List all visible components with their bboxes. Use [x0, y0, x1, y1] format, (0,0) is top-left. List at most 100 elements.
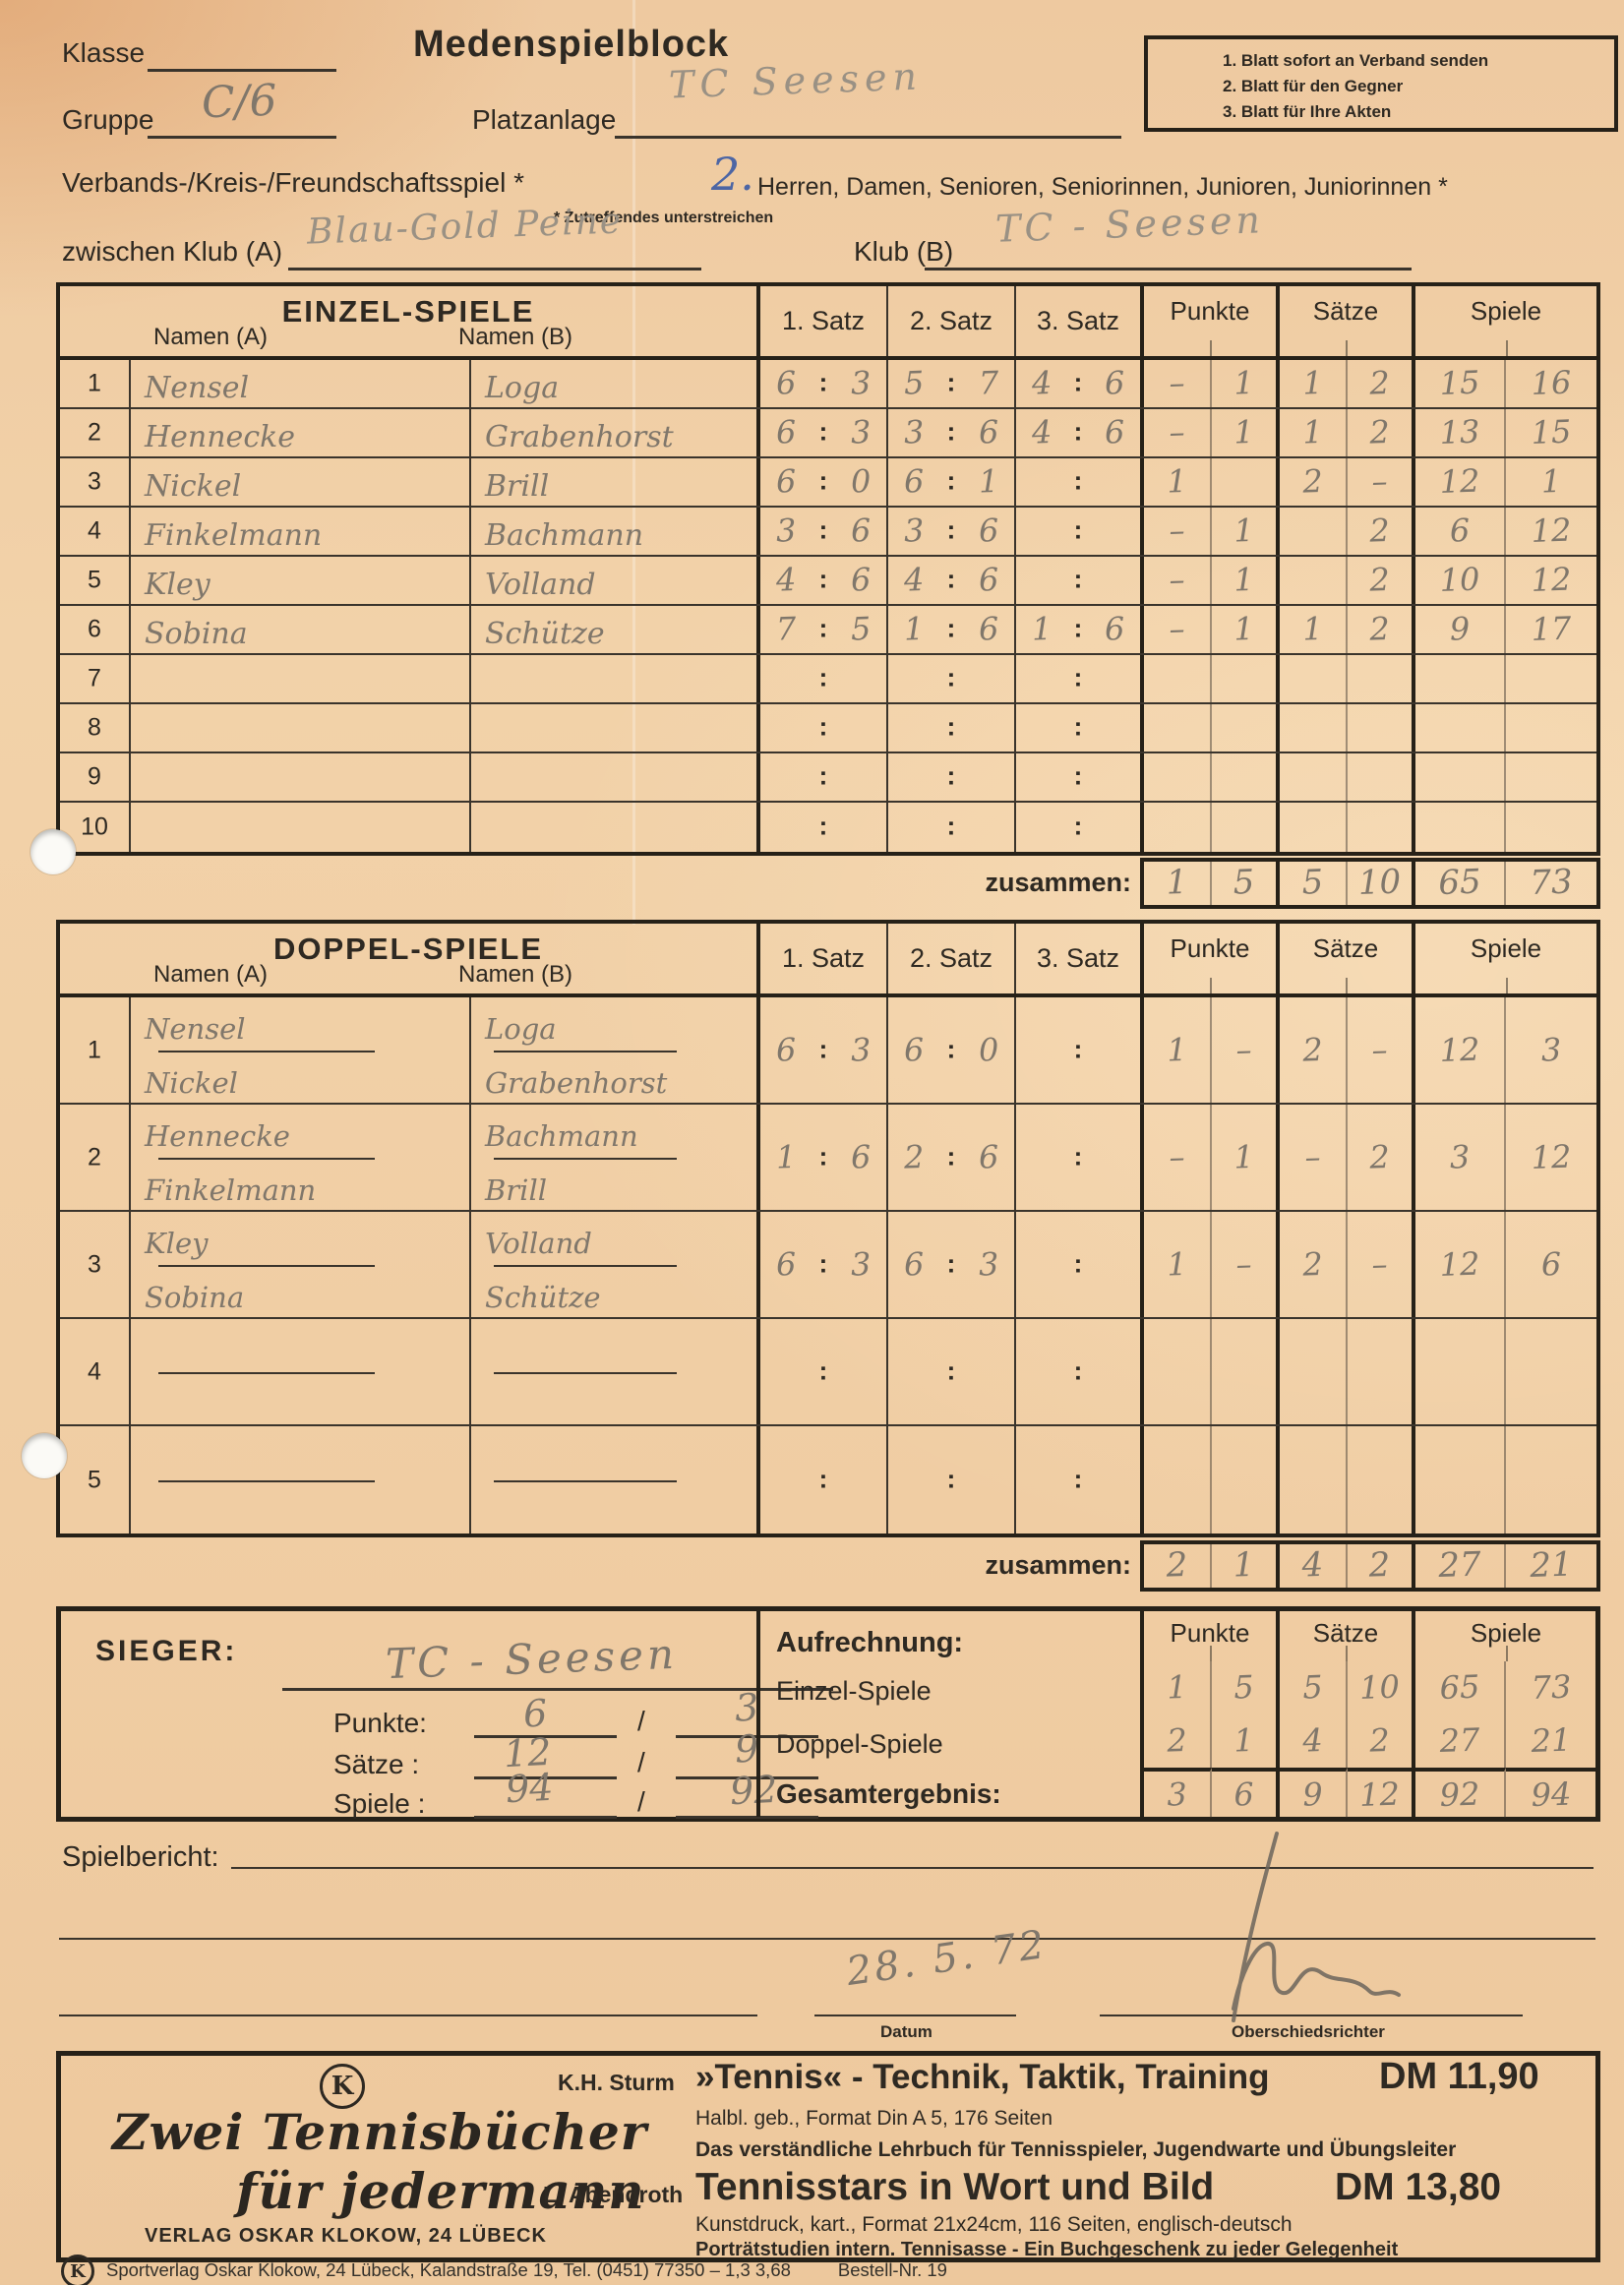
satz2-header: 2. Satz [888, 924, 1016, 993]
name-a-cell [131, 1426, 471, 1533]
klub-b-line [925, 228, 1412, 271]
spiele-a-cell: 92 [1415, 1768, 1506, 1818]
oberschiedsrichter-line [1100, 1977, 1523, 2016]
write-line [157, 1479, 375, 1482]
aufrechnung-gesamt-label: Gesamtergebnis: [776, 1778, 1001, 1809]
name-b-cell [471, 1319, 760, 1424]
saetze-b-cell [1348, 753, 1415, 801]
sieger-box: SIEGER: TC - Seesen Punkte: 6 / 3 Sätze … [56, 1606, 1600, 1822]
einzel-zusammen-grid: 1 5 5 10 65 73 [1140, 858, 1600, 909]
saetze-b-cell: 2 [1348, 606, 1415, 653]
write-line [494, 1479, 677, 1482]
spiele-a-cell [1415, 1319, 1506, 1424]
write-line [494, 1371, 677, 1374]
write-line [494, 1264, 677, 1267]
saetze-a-cell [1280, 803, 1348, 852]
doppel-zusammen-grid: 2 1 4 2 27 21 [1140, 1540, 1600, 1592]
satz2-cell: : [888, 655, 1016, 702]
name-a-cell [131, 704, 471, 752]
saetze-a-cell [1280, 704, 1348, 752]
row-number-cell: 2 [60, 409, 131, 456]
name-b-cell: Volland [471, 557, 760, 604]
saetze-a-cell [1280, 1426, 1348, 1533]
spiele-b-cell: 21 [1530, 1720, 1573, 1760]
name-a-cell [131, 1319, 471, 1424]
doppel-table-header: DOPPEL-SPIELE Namen (A) Namen (B) 1. Sat… [60, 924, 1596, 997]
name-b-cell [471, 1426, 760, 1533]
sieger-spiele-label: Spiele : [333, 1788, 426, 1819]
footer-imprint: Sportverlag Oskar Klokow, 24 Lübeck, Kal… [106, 2259, 947, 2281]
write-line [494, 1050, 677, 1052]
name-b-cell: Bachmann [471, 508, 760, 555]
saetze-b-cell: 12 [1348, 1768, 1415, 1818]
satz3-cell: : [1016, 458, 1144, 506]
row-number-cell: 8 [60, 704, 131, 752]
satz3-cell: : [1016, 997, 1144, 1103]
saetze-a-cell: 9 [1280, 1768, 1348, 1818]
row-number-cell: 10 [60, 803, 131, 852]
spiele-b-cell [1506, 803, 1596, 852]
satz2-cell: : [888, 803, 1016, 852]
doppel-title: DOPPEL-SPIELE [272, 932, 544, 966]
row-number-cell: 1 [60, 360, 131, 407]
sieger-spiele-a: 94 [504, 1765, 555, 1812]
punkte-a-cell: 1 [1144, 1661, 1212, 1714]
saetze-a-cell: 1 [1280, 409, 1348, 456]
bestell-nr: Bestell-Nr. 19 [837, 2259, 947, 2280]
punkte-header: Punkte [1144, 924, 1280, 993]
punkte-b-cell [1212, 458, 1280, 506]
name-a-cell: Hennecke [131, 409, 471, 456]
saetze-a-cell [1280, 557, 1348, 604]
book2-author: L. Abendroth [543, 2182, 684, 2207]
name-a-cell: Hennecke Finkelmann [131, 1105, 471, 1210]
zusammen-saetze-b: 10 [1348, 862, 1415, 905]
spielbericht-line-1 [231, 1832, 1594, 1869]
punkte-b-cell: 1 [1212, 360, 1280, 407]
ad-script-line-2: für jedermann [236, 2162, 645, 2220]
satz3-cell: : [1016, 803, 1144, 852]
sieger-punkte-a: 6 [521, 1691, 549, 1736]
name-a-cell: Sobina [131, 606, 471, 653]
name-b-cell: Bachmann Brill [471, 1105, 760, 1210]
name-a-cell: Nickel [131, 458, 471, 506]
platzanlage-line [615, 98, 1121, 139]
datum-label: Datum [880, 2022, 932, 2041]
name-a-cell [131, 803, 471, 852]
punkte-b-cell: 5 [1212, 1661, 1280, 1714]
saetze-header: Sätze [1280, 1610, 1415, 1661]
punkte-b-cell [1212, 704, 1280, 752]
zusammen-saetze-a: 5 [1280, 862, 1348, 905]
saetze-a-cell: 4 [1280, 1714, 1348, 1768]
spiele-b-line [676, 1784, 818, 1819]
saetze-a-cell: 2 [1280, 997, 1348, 1103]
saetze-b-line [676, 1745, 818, 1779]
ad-script-line-1: Zwei Tennisbücher [112, 2103, 648, 2161]
spielbericht-label: Spielbericht: [62, 1841, 219, 1873]
punkte-b-cell: 1 [1212, 1714, 1280, 1768]
book2-price: DM 13,80 [1335, 2166, 1502, 2208]
saetze-b-cell: 2 [1348, 557, 1415, 604]
sieger-saetze-label: Sätze : [333, 1749, 420, 1779]
saetze-a-cell: – [1280, 1105, 1348, 1210]
spiele-b-cell: 6 [1540, 1244, 1562, 1284]
spiele-b-cell: 16 [1530, 363, 1573, 402]
punkte-a-cell [1144, 803, 1212, 852]
punkte-b-cell [1212, 753, 1280, 801]
name-a-cell: Kley Sobina [131, 1212, 471, 1317]
saetze-a-cell [1280, 753, 1348, 801]
publisher-logo-icon: K [320, 2064, 365, 2109]
spiele-b-cell [1506, 1426, 1596, 1533]
klub-a-line [288, 228, 701, 271]
satz1-cell: : [760, 803, 888, 852]
saetze-b-cell: 2 [1348, 1105, 1415, 1210]
spiele-b-cell: 12 [1530, 511, 1573, 550]
saetze-a-cell [1280, 655, 1348, 702]
saetze-a-cell: 2 [1280, 1212, 1348, 1317]
